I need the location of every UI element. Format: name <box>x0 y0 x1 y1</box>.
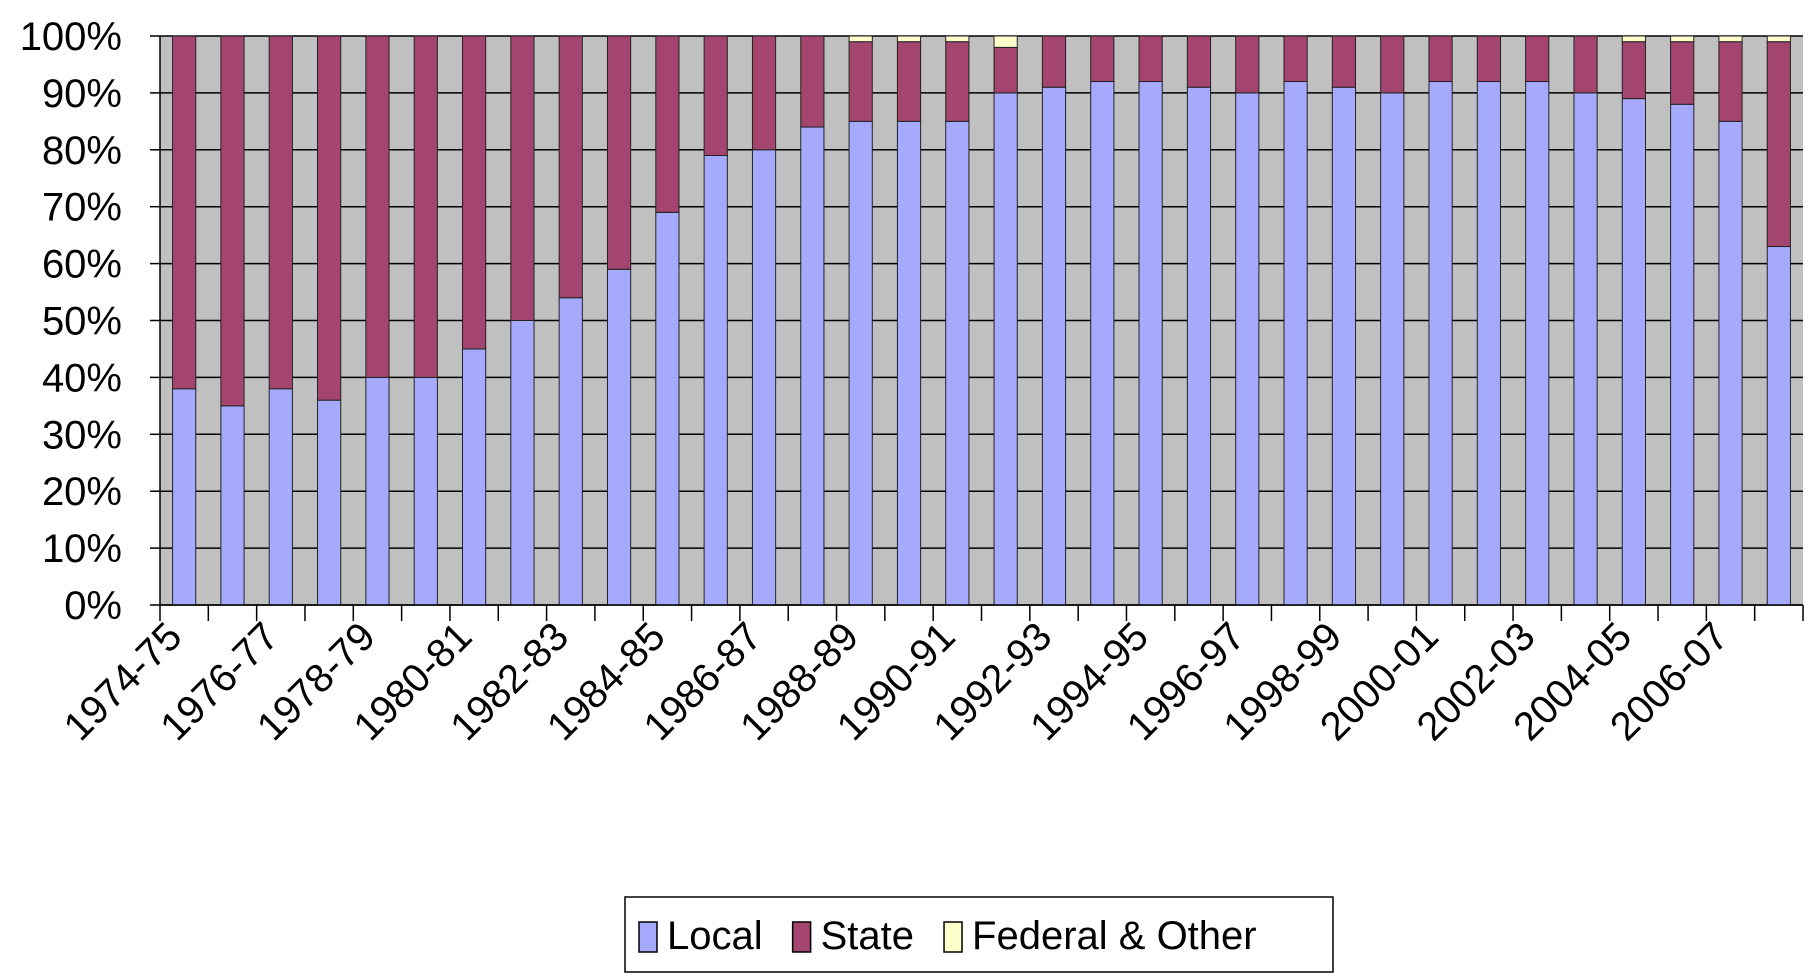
bar-segment <box>800 35 825 128</box>
bar-segment <box>1766 41 1791 248</box>
bar-segment <box>1380 35 1405 94</box>
bar-segment <box>800 126 825 606</box>
bar-segment <box>993 35 1018 48</box>
bar-segment <box>606 268 632 606</box>
bar-segment <box>1525 35 1550 83</box>
bar-segment <box>896 41 922 122</box>
bar-segment <box>172 35 197 390</box>
y-tick-label: 0% <box>64 584 122 628</box>
bar-segment <box>751 149 777 606</box>
bar-segment <box>1041 86 1067 606</box>
bar-segment <box>945 35 970 43</box>
bar-segment <box>268 35 293 390</box>
bar-segment <box>1331 35 1357 88</box>
bar-segment <box>1476 35 1501 83</box>
bar-segment <box>1138 81 1163 606</box>
bar-segment <box>1235 92 1260 606</box>
bar-segment <box>413 35 438 378</box>
bar-segment <box>1766 246 1791 606</box>
bar-segment <box>993 92 1018 606</box>
bar-segment <box>945 120 970 606</box>
legend-box <box>624 896 1334 973</box>
bar-segment <box>848 35 873 43</box>
bar-segment <box>1428 35 1453 83</box>
bar-segment <box>1621 41 1646 100</box>
bar-segment <box>462 348 487 606</box>
bar-segment <box>1476 81 1501 606</box>
bar-segment <box>1718 120 1743 606</box>
y-tick-label: 30% <box>42 413 122 457</box>
bar-segment <box>1186 35 1212 88</box>
y-tick-label: 20% <box>42 470 122 514</box>
bar-segment <box>172 388 197 606</box>
bar-segment <box>655 35 680 213</box>
bar-segment <box>558 35 583 299</box>
bar-segment <box>1621 35 1646 43</box>
bar-segment <box>510 35 535 321</box>
bar-segment <box>510 320 535 606</box>
bar-segment <box>1283 81 1308 606</box>
legend-swatch <box>638 921 658 953</box>
bar-segment <box>655 211 680 606</box>
legend-label: Local <box>667 914 763 958</box>
bar-segment <box>1090 81 1115 606</box>
bar-segment <box>1573 35 1598 94</box>
bar-segment <box>993 46 1018 94</box>
bar-segment <box>1186 86 1212 606</box>
legend-swatch <box>791 921 812 953</box>
bar-segment <box>1331 86 1357 606</box>
bar-segment <box>1670 35 1695 43</box>
bar-segment <box>317 399 342 606</box>
bar-segment <box>848 41 873 122</box>
bar-segment <box>268 388 293 606</box>
bar-segment <box>365 376 390 606</box>
bar-segment <box>1090 35 1115 83</box>
bar-segment <box>220 405 245 606</box>
bar-segment <box>558 297 583 606</box>
bar-segment <box>220 35 245 407</box>
bar-segment <box>1283 35 1308 83</box>
bar-segment <box>1235 35 1260 94</box>
y-tick-label: 90% <box>42 72 122 116</box>
bar-segment <box>1718 35 1743 43</box>
bar-segment <box>1428 81 1453 606</box>
y-tick-label: 40% <box>42 356 122 400</box>
bar-segment <box>462 35 487 350</box>
bar-segment <box>1670 103 1695 606</box>
legend-swatch <box>943 921 963 953</box>
bar-segment <box>365 35 390 378</box>
bar-segment <box>317 35 342 401</box>
bar-segment <box>1041 35 1067 88</box>
legend-label: State <box>821 914 914 958</box>
y-tick-label: 60% <box>42 243 122 287</box>
bar-segment <box>945 41 970 122</box>
bar-segment <box>413 376 438 606</box>
bar-segment <box>896 35 922 43</box>
y-tick-label: 10% <box>42 527 122 571</box>
bar-segment <box>1525 81 1550 606</box>
y-tick-label: 100% <box>20 15 122 59</box>
y-tick-label: 70% <box>42 186 122 230</box>
bar-segment <box>848 120 873 606</box>
bar-segment <box>1138 35 1163 83</box>
bar-segment <box>703 35 728 156</box>
bar-segment <box>896 120 922 606</box>
bar-segment <box>1573 92 1598 606</box>
y-tick-label: 50% <box>42 300 122 344</box>
bar-segment <box>703 154 728 606</box>
bar-segment <box>751 35 777 151</box>
bar-segment <box>1766 35 1791 43</box>
bar-segment <box>606 35 632 270</box>
bar-segment <box>1670 41 1695 105</box>
legend-label: Federal & Other <box>972 914 1257 958</box>
y-tick-label: 80% <box>42 129 122 173</box>
bar-segment <box>1718 41 1743 122</box>
bar-segment <box>1380 92 1405 606</box>
bar-segment <box>1621 98 1646 606</box>
